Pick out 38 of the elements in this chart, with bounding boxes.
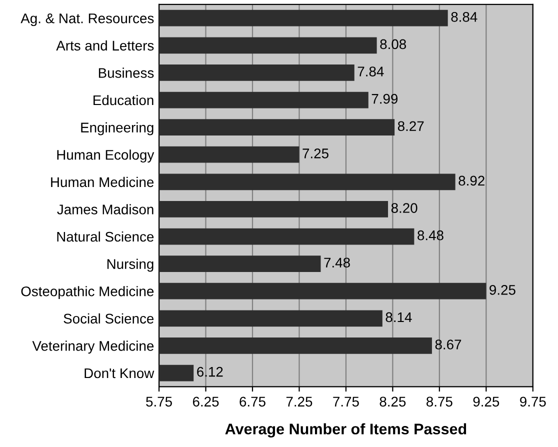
data-label: 7.48 xyxy=(324,258,350,268)
x-tick-label: 6.25 xyxy=(192,396,219,407)
x-tick-label: 8.25 xyxy=(380,396,406,407)
x-tick-label: 7.75 xyxy=(333,396,359,407)
x-tick-label: 9.75 xyxy=(520,396,546,407)
x-tick-label: 7.25 xyxy=(286,396,312,407)
y-tick-label: Education xyxy=(94,94,154,106)
y-tick-label: Social Science xyxy=(64,313,154,324)
data-label: 8.48 xyxy=(418,230,444,240)
data-label: 6.12 xyxy=(197,366,223,377)
y-tick-label: Osteopathic Medicine xyxy=(21,286,154,300)
data-label: 8.20 xyxy=(391,203,418,213)
data-label: 8.08 xyxy=(380,39,406,50)
data-label: 8.84 xyxy=(451,12,478,22)
y-tick-label: Arts and Letters xyxy=(56,40,154,51)
data-label: 8.67 xyxy=(435,340,462,350)
y-tick-label: James Madison xyxy=(57,204,154,214)
data-label: 9.25 xyxy=(490,285,516,295)
data-label: 8.92 xyxy=(458,176,484,186)
y-tick-label: Nursing xyxy=(107,258,154,272)
x-tick-label: 5.75 xyxy=(146,396,172,407)
y-tick-label: Human Ecology xyxy=(57,150,154,163)
y-tick-label: Human Medicine xyxy=(51,176,154,188)
data-label: 8.14 xyxy=(386,312,412,322)
data-label: 7.84 xyxy=(358,66,384,76)
data-label: 8.27 xyxy=(398,121,424,132)
x-tick-label: 9.25 xyxy=(473,396,500,407)
y-tick-label: Veterinary Medicine xyxy=(32,340,154,354)
y-tick-label: Don't Know xyxy=(84,368,154,378)
data-label: 7.99 xyxy=(372,94,398,104)
y-tick-label: Engineering xyxy=(81,122,154,136)
x-axis-title: Average Number of Items Passed xyxy=(225,423,466,438)
x-tick-label: 8.75 xyxy=(426,396,452,407)
x-tick-label: 6.75 xyxy=(240,396,266,407)
data-label: 7.25 xyxy=(302,148,328,158)
y-tick-label: Business xyxy=(98,68,154,78)
y-tick-label: Natural Science xyxy=(57,231,154,242)
y-tick-label: Ag. & Nat. Resources xyxy=(20,14,154,26)
